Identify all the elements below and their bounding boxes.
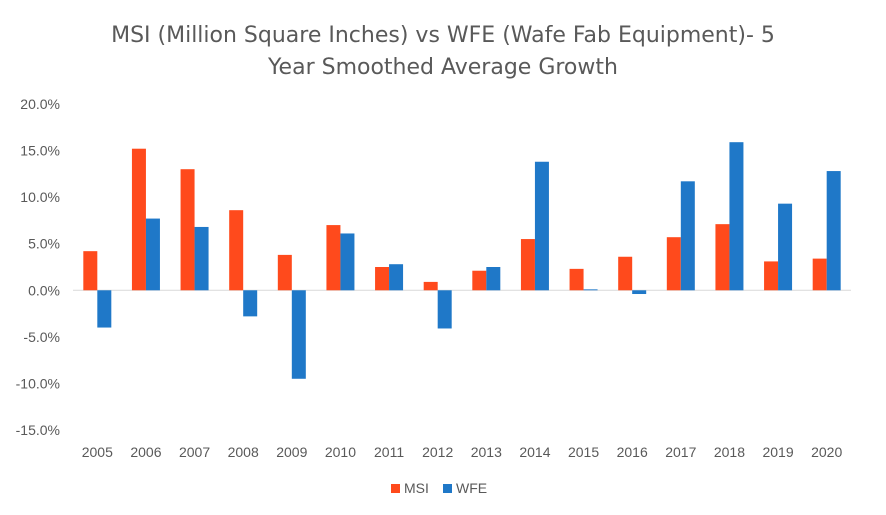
bar-msi-2019	[764, 261, 779, 291]
bar-msi-2009	[277, 254, 292, 291]
x-axis: 2005 2006 2007 2008 2009 2010 2011 2012 2013 2014…	[82, 444, 843, 460]
bar-msi-2020	[812, 258, 827, 291]
x-tick-label: 2018	[714, 444, 745, 460]
bar-msi-2015	[569, 268, 584, 291]
bar-msi-2018	[715, 224, 730, 291]
bar-wfe-2006	[145, 218, 160, 291]
y-tick-label: 20.0%	[20, 96, 60, 112]
bar-msi-2014	[520, 239, 535, 291]
chart-title-line1: MSI (Million Square Inches) vs WFE (Wafe…	[111, 23, 775, 48]
bar-wfe-2016	[632, 290, 647, 295]
x-tick-label: 2015	[568, 444, 599, 460]
legend-label-msi: MSI	[404, 480, 429, 496]
bar-wfe-2018	[729, 142, 744, 291]
y-tick-label: -15.0%	[16, 422, 60, 438]
bar-msi-2008	[229, 210, 244, 291]
chart-title-line2: Year Smoothed Average Growth	[268, 55, 618, 80]
x-tick-label: 2014	[519, 444, 550, 460]
bar-wfe-2005	[97, 290, 112, 328]
bar-msi-2011	[375, 267, 390, 291]
bar-wfe-2009	[291, 290, 306, 379]
bar-msi-2016	[618, 256, 633, 291]
legend-label-wfe: WFE	[456, 480, 487, 496]
x-tick-label: 2013	[471, 444, 502, 460]
legend-swatch-msi	[391, 484, 400, 493]
bar-wfe-2007	[194, 226, 209, 291]
x-tick-label: 2005	[82, 444, 113, 460]
y-tick-label: 10.0%	[20, 189, 60, 205]
bars	[83, 142, 841, 379]
bar-wfe-2019	[778, 203, 793, 291]
y-tick-label: 15.0%	[20, 143, 60, 159]
x-tick-label: 2017	[665, 444, 696, 460]
bar-wfe-2011	[389, 264, 404, 291]
bar-wfe-2015	[583, 289, 598, 291]
x-tick-label: 2009	[276, 444, 307, 460]
bar-wfe-2014	[534, 161, 549, 291]
x-tick-label: 2008	[228, 444, 259, 460]
bar-msi-2013	[472, 270, 487, 291]
y-tick-label: -10.0%	[16, 375, 60, 391]
bar-wfe-2008	[243, 290, 258, 317]
x-tick-label: 2010	[325, 444, 356, 460]
x-tick-label: 2016	[617, 444, 648, 460]
bar-msi-2012	[423, 281, 438, 291]
x-tick-label: 2019	[762, 444, 793, 460]
x-tick-label: 2020	[811, 444, 842, 460]
x-tick-label: 2012	[422, 444, 453, 460]
bar-wfe-2017	[680, 181, 695, 291]
y-tick-label: 5.0%	[28, 236, 60, 252]
y-tick-label: -5.0%	[23, 329, 60, 345]
bar-msi-2017	[666, 237, 681, 291]
bar-msi-2010	[326, 225, 341, 291]
legend-swatch-wfe	[443, 484, 452, 493]
chart-title: MSI (Million Square Inches) vs WFE (Wafe…	[0, 20, 886, 84]
bar-msi-2006	[131, 148, 146, 291]
x-tick-label: 2007	[179, 444, 210, 460]
bar-msi-2005	[83, 251, 98, 291]
x-tick-label: 2006	[130, 444, 161, 460]
bar-wfe-2010	[340, 233, 355, 291]
legend: MSI WFE	[391, 480, 487, 496]
y-tick-label: 0.0%	[28, 282, 60, 298]
bar-wfe-2013	[486, 267, 501, 291]
bar-wfe-2020	[826, 171, 841, 291]
x-tick-label: 2011	[374, 444, 404, 460]
bar-msi-2007	[180, 169, 195, 291]
bar-wfe-2012	[437, 290, 452, 329]
